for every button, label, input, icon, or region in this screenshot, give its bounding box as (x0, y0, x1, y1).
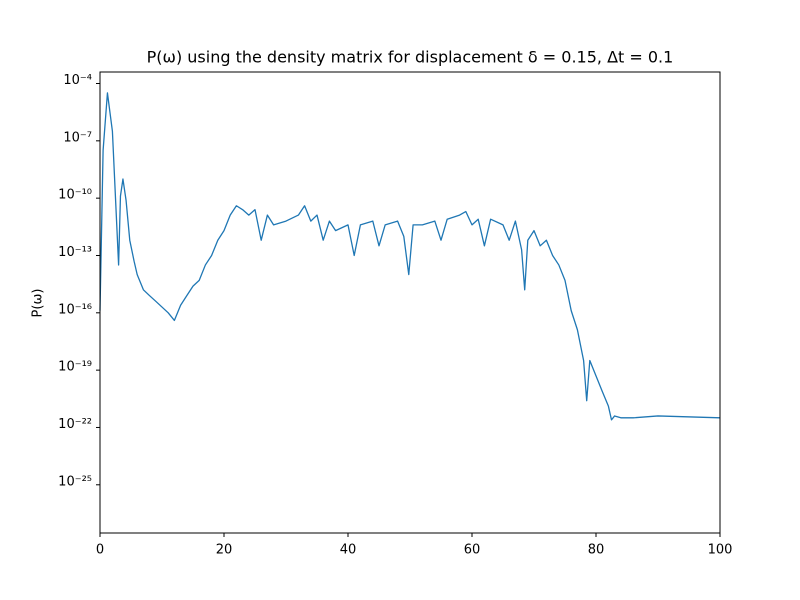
y-axis-label: P(ω) (31, 289, 46, 318)
x-tick-label: 100 (708, 543, 733, 558)
y-tick-label: 10⁻¹⁶ (58, 302, 92, 317)
x-tick-label: 20 (216, 543, 233, 558)
chart-title: P(ω) using the density matrix for displa… (147, 48, 674, 67)
x-tick-label: 80 (588, 543, 605, 558)
y-tick-label: 10⁻¹⁰ (58, 188, 92, 203)
data-line (99, 92, 721, 421)
plot-frame (99, 71, 721, 534)
y-tick-label: 10⁻²² (58, 417, 92, 432)
y-tick-label: 10⁻⁴ (63, 73, 92, 88)
y-tick-label: 10⁻²⁵ (58, 474, 92, 489)
y-tick-label: 10⁻¹³ (58, 245, 92, 260)
y-tick-label: 10⁻⁷ (63, 130, 92, 145)
x-tick-label: 60 (464, 543, 481, 558)
y-tick-label: 10⁻¹⁹ (58, 360, 92, 375)
x-tick-label: 40 (340, 543, 357, 558)
x-tick-label: 0 (96, 543, 104, 558)
